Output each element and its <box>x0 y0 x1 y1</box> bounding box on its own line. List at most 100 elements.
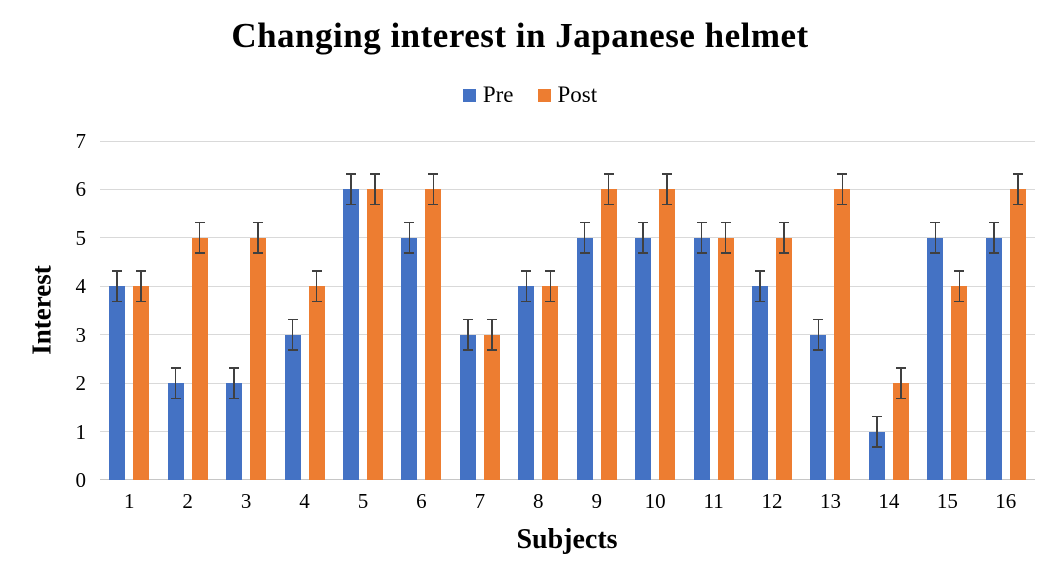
bar-post-subject-10 <box>659 189 676 480</box>
error-bar-line <box>174 367 177 400</box>
error-bar <box>311 270 322 303</box>
error-bar-cap-bottom <box>988 252 999 254</box>
error-bar-cap-bottom <box>170 397 181 400</box>
x-tick-label: 16 <box>995 489 1017 513</box>
error-bar-line <box>374 173 376 206</box>
error-bar-cap-bottom <box>755 300 766 303</box>
x-tick-label: 13 <box>819 489 841 513</box>
y-tick-label: 2 <box>75 371 87 396</box>
x-tick-label: 7 <box>474 489 486 513</box>
x-tick-label: 8 <box>533 489 544 513</box>
gridline <box>100 382 1035 384</box>
x-tick-label: 15 <box>936 489 958 513</box>
error-bar-line <box>491 318 493 351</box>
x-tick-label: 4 <box>299 489 310 513</box>
gridline <box>100 431 1035 433</box>
error-bar-line <box>140 270 142 303</box>
x-tick-label: 2 <box>182 489 193 513</box>
error-bar-cap-top <box>954 270 965 272</box>
error-bar <box>638 221 649 254</box>
error-bar-cap-bottom <box>837 203 848 206</box>
plot-area: 0 1 2 3 4 5 6 7 1 2 3 4 5 6 7 8 9 10 11 12 13 14 15 16 <box>76 130 1035 512</box>
legend-swatch-post-icon <box>537 88 551 102</box>
error-bar <box>779 221 790 254</box>
error-bar-cap-top <box>345 173 356 175</box>
error-bar-cap-top <box>603 173 614 175</box>
error-bar-cap-bottom <box>779 252 790 254</box>
error-bar <box>486 318 497 351</box>
legend-label-post: Post <box>557 82 598 107</box>
error-bar-cap-top <box>813 318 824 321</box>
bar-pre-subject-15 <box>927 237 944 480</box>
error-bar <box>930 221 941 254</box>
error-bar-cap-top <box>428 173 439 175</box>
error-bar-cap-bottom <box>545 300 556 303</box>
error-bar-line <box>934 221 937 254</box>
bar-post-subject-14 <box>892 383 909 480</box>
error-bar-cap-top <box>311 270 322 272</box>
error-bar-line <box>642 221 644 254</box>
error-bar-cap-bottom <box>954 300 965 303</box>
y-tick-label: 3 <box>75 322 87 347</box>
error-bar-line <box>993 221 995 254</box>
bar-pre-subject-2 <box>167 383 184 480</box>
error-bar <box>369 173 380 206</box>
bar-post-subject-3 <box>250 237 267 480</box>
legend-item-pre: Pre <box>462 82 514 108</box>
bar-post-subject-15 <box>951 286 968 480</box>
bar-pre-subject-12 <box>752 286 769 480</box>
error-bar-cap-bottom <box>1012 203 1023 206</box>
error-bar <box>345 173 356 206</box>
gridline <box>100 334 1035 336</box>
error-bar <box>404 221 415 254</box>
error-bar-line <box>666 173 668 206</box>
error-bar-cap-bottom <box>136 300 147 303</box>
error-bar <box>579 221 590 254</box>
error-bar <box>253 221 264 254</box>
legend-item-post: Post <box>537 82 598 108</box>
y-tick-label: 4 <box>75 274 87 299</box>
error-bar-cap-top <box>696 221 707 224</box>
error-bar <box>603 173 614 206</box>
error-bar-cap-bottom <box>638 252 649 254</box>
error-bar-line <box>700 221 703 254</box>
error-bar-cap-bottom <box>895 397 906 400</box>
error-bar-cap-bottom <box>813 349 824 351</box>
error-bar <box>837 173 848 206</box>
bar-pre-subject-6 <box>401 237 418 480</box>
error-bar-line <box>525 270 528 303</box>
error-bar <box>813 318 824 351</box>
error-bar <box>194 221 205 254</box>
error-bar-cap-top <box>837 173 848 175</box>
chart-title: Changing interest in Japanese helmet <box>231 16 809 55</box>
bar-pre-subject-8 <box>518 286 535 480</box>
error-bar <box>521 270 532 303</box>
error-bar-line <box>549 270 552 303</box>
bar-pre-subject-5 <box>342 189 359 480</box>
error-bar <box>696 221 707 254</box>
y-tick-label: 5 <box>75 225 87 250</box>
error-bar-cap-top <box>486 318 497 321</box>
error-bar-cap-top <box>404 221 415 224</box>
error-bar-line <box>350 173 352 206</box>
y-axis-title: Interest <box>26 265 57 355</box>
bar-post-subject-1 <box>133 286 150 480</box>
error-bar-cap-top <box>871 415 882 418</box>
x-axis-line <box>100 479 1035 480</box>
error-bar-line <box>876 415 878 448</box>
error-bar-line <box>198 221 201 254</box>
error-bar <box>720 221 731 254</box>
error-bar-line <box>783 221 785 254</box>
error-bar <box>755 270 766 303</box>
error-bar-cap-bottom <box>662 203 673 206</box>
bar-pre-subject-1 <box>109 286 126 480</box>
x-tick-label: 14 <box>878 489 900 513</box>
bar-pre-subject-9 <box>576 237 593 480</box>
error-bar-cap-top <box>136 270 147 272</box>
error-bar-cap-top <box>720 221 731 224</box>
error-bar-line <box>724 221 727 254</box>
error-bar <box>170 367 181 400</box>
error-bar-cap-bottom <box>720 252 731 254</box>
error-bar <box>954 270 965 303</box>
